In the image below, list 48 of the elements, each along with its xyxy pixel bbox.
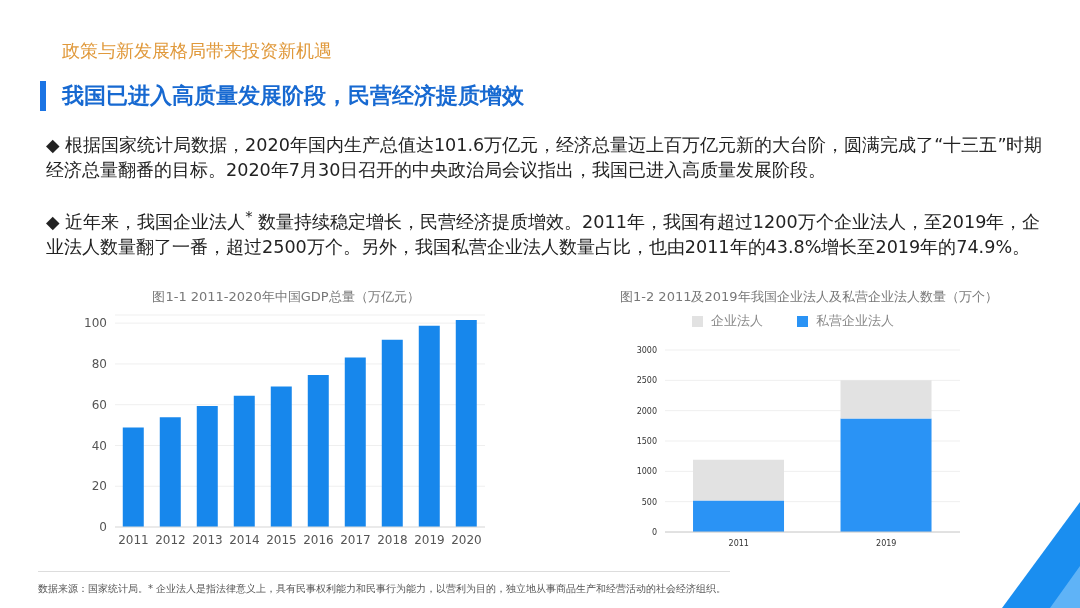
x-tick-label: 2012 — [155, 532, 186, 547]
text: 我国已进入高质量发展阶段，民营经济提质增效 — [62, 82, 524, 110]
x-tick-label: 2020 — [451, 532, 482, 547]
bar — [196, 406, 218, 527]
bar — [418, 325, 440, 527]
x-tick-label: 2011 — [118, 532, 149, 547]
x-tick-label: 2015 — [266, 532, 297, 547]
y-tick-label: 500 — [641, 497, 657, 507]
y-tick-label: 60 — [91, 397, 107, 412]
text: 政策与新发展格局带来投资新机遇 — [62, 39, 333, 63]
y-tick-label: 1500 — [636, 436, 657, 446]
text: ◆ 近年来，我国企业法人$^{*}$ 数量持续稳定增长，民营经济提质增效。2011年，我国有超过1200万个企业法人，至2019年，企业法人数量翻了一番，超过2500万个。另外，我国私营企业法人数量占比，也由2011年的43.8%增长至2019年的74.9%。 — [46, 206, 1042, 259]
y-tick-label: 20 — [91, 479, 107, 494]
y-tick-label: 0 — [99, 520, 107, 535]
y-tick-label: 2500 — [636, 376, 657, 386]
y-tick-label: 3000 — [636, 345, 657, 355]
bar — [840, 380, 932, 419]
x-tick-label: 2017 — [340, 532, 371, 547]
bar — [455, 319, 477, 527]
x-tick-label: 2014 — [229, 532, 260, 547]
bar — [270, 386, 292, 527]
text: ◆ 根据国家统计局数据，2020年国内生产总值达101.6万亿元，经济总量迈上百万亿元新的大台阶，圆满完成了“十三五”时期经济总量翻番的目标。2020年7月30日召开的中央政治局会议指出，我国已进入高质量发展阶段。 — [46, 134, 1044, 182]
legend-label: 企业法人 — [711, 312, 763, 330]
y-tick-label: 40 — [91, 438, 107, 453]
x-tick-label: 2013 — [192, 532, 223, 547]
bar — [307, 374, 329, 527]
x-tick-label: 2018 — [377, 532, 408, 547]
bar — [122, 427, 144, 527]
bar — [159, 417, 181, 527]
y-tick-label: 100 — [84, 316, 107, 331]
y-tick-label: 1000 — [636, 467, 657, 477]
bar — [693, 500, 785, 532]
source-note: 数据来源：国家统计局。* 企业法人是指法律意义上，具有民事权利能力和民事行为能力，以营利为目的，独立地从事商品生产和经营活动的社会经济组织。 — [38, 582, 728, 596]
y-tick-label: 2000 — [636, 406, 657, 416]
bar — [840, 418, 932, 532]
chart-title: 图1-1 2011-2020年中国GDP总量（万亿元） — [151, 288, 421, 306]
legend-label: 私营企业法人 — [816, 312, 894, 330]
y-tick-label: 0 — [651, 527, 657, 537]
x-tick-label: 2016 — [303, 532, 334, 547]
x-tick-label: 2011 — [728, 538, 749, 548]
bar — [693, 459, 785, 501]
chart-title: 图1-2 2011及2019年我国企业法人及私营企业法人数量（万个） — [620, 288, 998, 306]
y-tick-label: 80 — [91, 357, 107, 372]
bar — [344, 357, 366, 527]
bar — [381, 339, 403, 527]
x-tick-label: 2019 — [876, 538, 897, 548]
bar — [233, 395, 255, 527]
x-tick-label: 2019 — [414, 532, 445, 547]
